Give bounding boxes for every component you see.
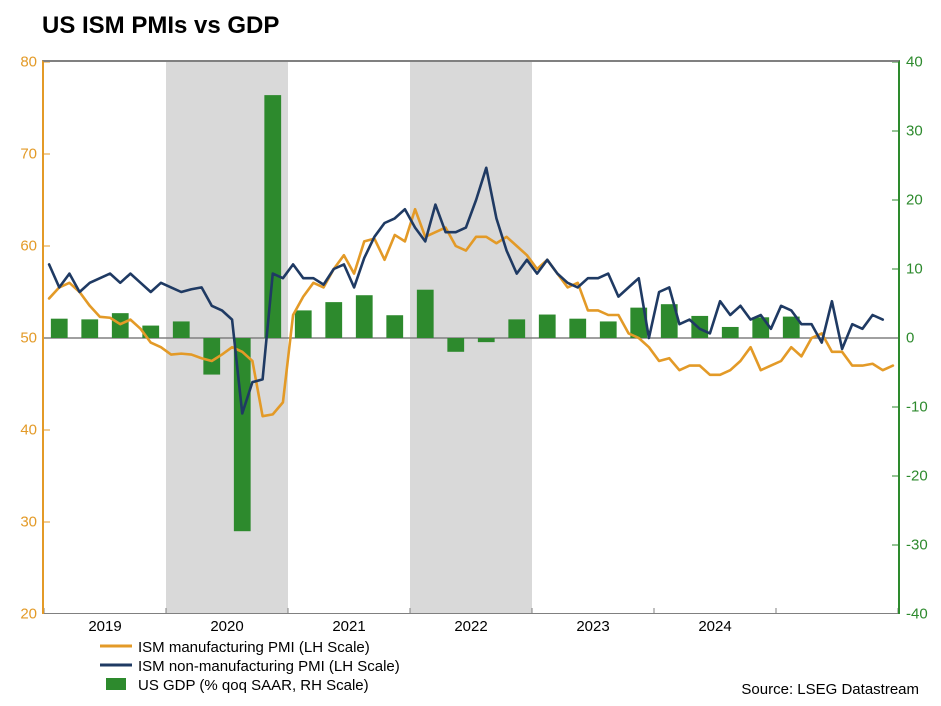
- x-year-label: 2022: [454, 618, 487, 635]
- y-right-tick-label: 20: [906, 192, 923, 209]
- gdp-bar: [478, 338, 495, 342]
- legend-line-swatch: [100, 639, 132, 657]
- y-right-tick-label: 30: [906, 123, 923, 140]
- legend-label: ISM non-manufacturing PMI (LH Scale): [138, 658, 400, 675]
- legend-item: ISM non-manufacturing PMI (LH Scale): [100, 657, 400, 676]
- y-right-tick-label: -20: [906, 468, 928, 485]
- y-left-tick-label: 50: [20, 330, 37, 347]
- chart-svg: [44, 62, 898, 614]
- y-left-tick-label: 40: [20, 422, 37, 439]
- gdp-bar: [51, 319, 68, 338]
- legend-line-swatch: [100, 658, 132, 676]
- y-right-tick-label: -40: [906, 606, 928, 623]
- gdp-bar: [569, 319, 586, 338]
- gdp-bar: [325, 302, 342, 338]
- legend-label: ISM manufacturing PMI (LH Scale): [138, 639, 370, 656]
- x-year-label: 2020: [210, 618, 243, 635]
- x-year-label: 2021: [332, 618, 365, 635]
- gdp-bar: [447, 338, 464, 352]
- legend-item: ISM manufacturing PMI (LH Scale): [100, 638, 400, 657]
- gdp-bar: [295, 310, 312, 338]
- plot-area: [42, 60, 900, 614]
- gdp-bar: [600, 321, 617, 338]
- y-right-tick-label: -10: [906, 399, 928, 416]
- x-year-label: 2024: [698, 618, 731, 635]
- gdp-bar: [691, 316, 708, 338]
- y-left-tick-label: 30: [20, 514, 37, 531]
- gdp-bar: [173, 321, 190, 338]
- y-left-tick-label: 20: [20, 606, 37, 623]
- y-right-tick-label: 0: [906, 330, 914, 347]
- x-year-label: 2019: [88, 618, 121, 635]
- chart-container: US ISM PMIs vs GDP 20 30 40 50 60 70 80 -40 -30…: [0, 0, 941, 706]
- legend-label: US GDP (% qoq SAAR, RH Scale): [138, 677, 369, 694]
- gdp-bar: [417, 290, 434, 338]
- gdp-bar: [722, 327, 739, 338]
- y-right-tick-label: 10: [906, 261, 923, 278]
- y-right-tick-label: 40: [906, 54, 923, 71]
- y-right-tick-label: -30: [906, 537, 928, 554]
- y-left-tick-label: 60: [20, 238, 37, 255]
- y-left-tick-label: 80: [20, 54, 37, 71]
- y-left-tick-label: 70: [20, 146, 37, 163]
- x-year-label: 2023: [576, 618, 609, 635]
- gdp-bar: [386, 315, 403, 338]
- gdp-bar: [356, 295, 373, 338]
- chart-title: US ISM PMIs vs GDP: [42, 12, 279, 40]
- legend-bar-swatch: [100, 677, 132, 695]
- gdp-bar: [264, 95, 281, 338]
- gdp-bar: [752, 317, 769, 338]
- gdp-bar: [81, 319, 98, 338]
- source-credit: Source: LSEG Datastream: [741, 681, 919, 698]
- gdp-bar: [539, 315, 556, 338]
- legend: ISM manufacturing PMI (LH Scale) ISM non-…: [100, 638, 400, 695]
- legend-item: US GDP (% qoq SAAR, RH Scale): [100, 676, 400, 695]
- gdp-bar: [508, 319, 525, 338]
- gdp-bar: [112, 313, 129, 338]
